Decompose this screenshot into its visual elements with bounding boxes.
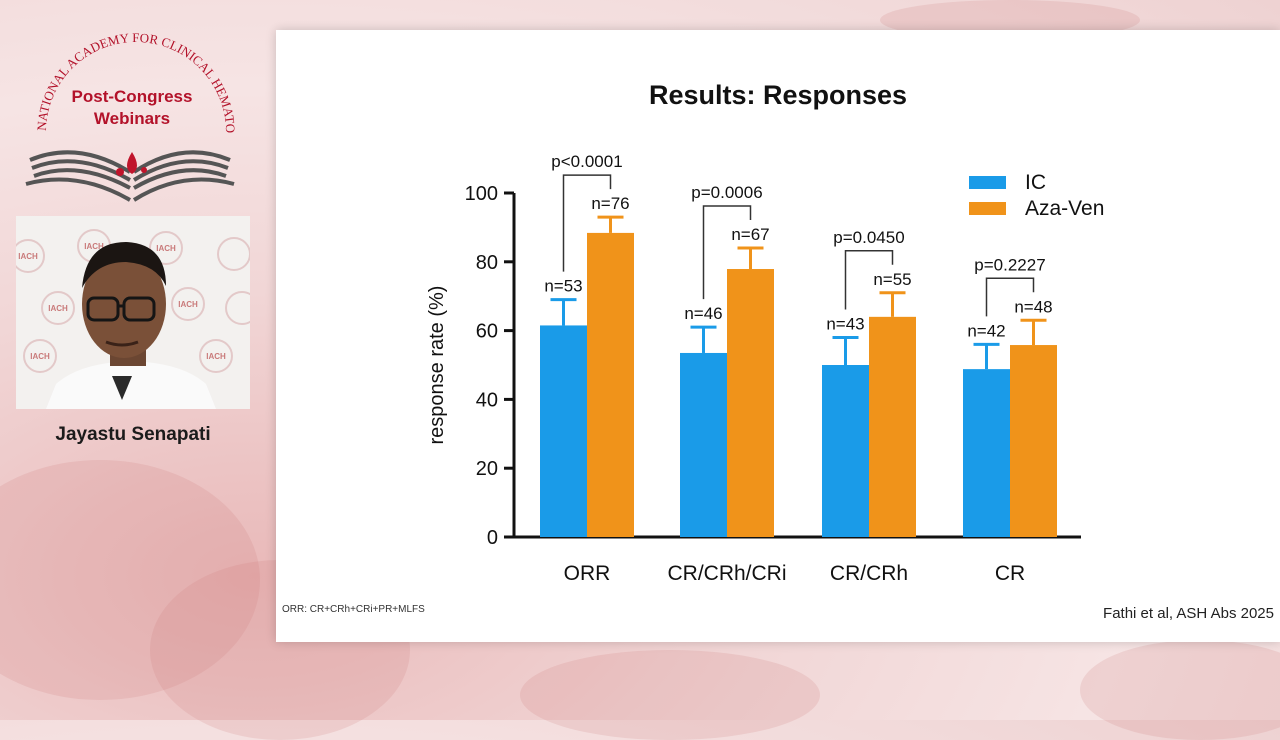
open-book-with-blood-drops-icon [25,150,235,202]
bar-ic [963,369,1010,537]
sample-size-label: n=43 [826,314,864,333]
orr-definition-footnote: ORR: CR+CRh+CRi+PR+MLFS [282,604,425,615]
speaker-webcam-feed: IACH IACH IACH IACH IACH IACH IACH [16,216,250,409]
y-tick-label: 0 [487,527,498,549]
slide-title: Results: Responses [648,80,908,110]
bar-aza-ven [587,232,634,538]
significance-bracket [702,205,752,300]
backdrop-logo-text: IACH [18,252,38,261]
bar-ic [680,352,727,537]
y-tick-label: 20 [476,458,498,480]
background-cell-blob [520,650,820,740]
x-tick-label: CR [995,562,1025,585]
legend-label: Aza-Ven [1025,197,1104,220]
response-rate-bar-chart: 0 20 40 60 80 100 response rate (%) n=53 n=76 ORR… [426,152,1104,585]
sample-size-label: n=55 [873,270,911,289]
p-value-label: p=0.2227 [974,255,1045,274]
significance-bracket [985,277,1035,317]
citation: Fathi et al, ASH Abs 2025 [1103,605,1274,622]
iach-branding: INTERNATIONAL ACADEMY FOR CLINICAL HEMAT… [13,10,254,212]
bar-aza-ven [727,269,774,537]
backdrop-logo-text: IACH [30,352,50,361]
x-tick-label: CR/CRh/CRi [667,562,786,585]
legend-swatch [969,176,1006,189]
p-value-label: p=0.0006 [691,183,762,202]
p-value-label: p<0.0001 [551,152,622,171]
background-cell-blob [1080,640,1280,740]
backdrop-logo-text: IACH [156,244,176,253]
legend-label: IC [1025,171,1046,194]
x-tick-label: ORR [564,562,611,585]
speaker-figure [46,242,216,409]
bar-aza-ven [869,316,916,537]
backdrop-logo-text: IACH [48,304,68,313]
sample-size-label: n=46 [684,304,722,323]
legend-swatch [969,202,1006,215]
sample-size-label: n=42 [967,321,1005,340]
sample-size-label: n=48 [1014,297,1052,316]
significance-bracket [844,250,894,310]
y-tick-label: 100 [465,183,498,205]
p-value-label: p=0.0450 [833,228,904,247]
background-cell-blob [0,460,260,700]
backdrop-logo-text: IACH [84,242,104,251]
y-axis-label: response rate (%) [426,286,448,445]
sample-size-label: n=67 [731,225,769,244]
sample-size-label: n=76 [591,194,629,213]
speaker-name-label: Jayastu Senapati [55,424,211,445]
bar-ic [822,365,869,537]
backdrop-logo-text: IACH [206,352,226,361]
sample-size-label: n=53 [544,277,582,296]
y-tick-label: 40 [476,389,498,411]
significance-bracket [562,174,612,272]
brand-title-line1: Post-Congress [72,87,193,106]
bar-ic [540,325,587,537]
y-tick-label: 60 [476,321,498,343]
bar-aza-ven [1010,345,1057,537]
backdrop-logo-text: IACH [178,300,198,309]
presentation-slide: Results: Responses 0 20 40 60 80 100 response … [276,30,1280,642]
y-tick-label: 80 [476,252,498,274]
brand-title-line2: Webinars [94,109,170,128]
x-tick-label: CR/CRh [830,562,908,585]
